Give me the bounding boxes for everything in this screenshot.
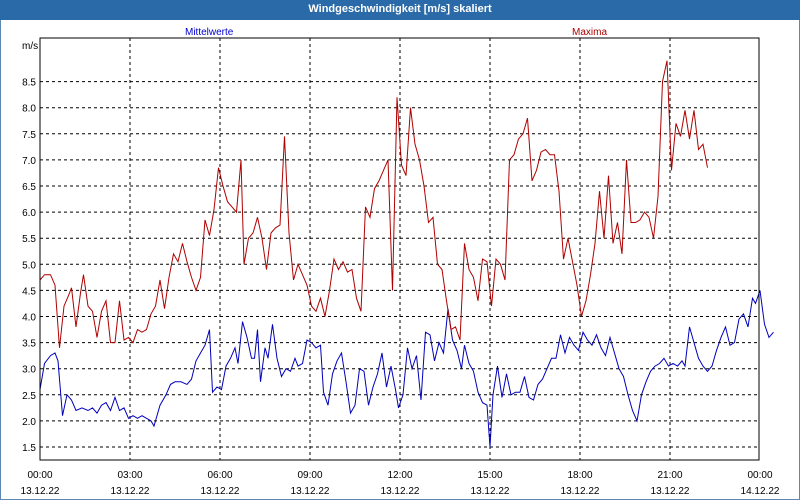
x-tick-time: 03:00 (117, 470, 142, 481)
x-tick-date: 13.12.22 (21, 486, 60, 497)
x-tick-date: 13.12.22 (561, 486, 600, 497)
x-tick-time: 09:00 (297, 470, 322, 481)
x-tick-date: 13.12.22 (651, 486, 690, 497)
series-line-mittelwerte (39, 290, 774, 448)
y-tick-label: 5.5 (22, 234, 36, 245)
x-tick-date: 13.12.22 (381, 486, 420, 497)
x-tick-date: 14.12.22 (741, 486, 780, 497)
y-tick-label: 6.0 (22, 208, 36, 219)
x-tick-time: 00:00 (747, 470, 772, 481)
y-tick-label: 1.5 (22, 443, 36, 454)
x-tick-date: 13.12.22 (471, 486, 510, 497)
x-tick-time: 18:00 (567, 470, 592, 481)
x-tick-time: 15:00 (477, 470, 502, 481)
series-line-maxima (39, 60, 708, 348)
y-tick-label: 8.5 (22, 78, 36, 89)
y-axis-unit: m/s (22, 41, 38, 52)
y-tick-label: 6.5 (22, 182, 36, 193)
x-tick-time: 00:00 (27, 470, 52, 481)
y-tick-label: 2.0 (22, 417, 36, 428)
legend-maxima: Maxima (572, 27, 607, 38)
y-tick-label: 5.0 (22, 260, 36, 271)
y-tick-label: 7.0 (22, 156, 36, 167)
x-tick-date: 13.12.22 (201, 486, 240, 497)
y-tick-label: 7.5 (22, 130, 36, 141)
y-tick-label: 8.0 (22, 104, 36, 115)
x-tick-time: 12:00 (387, 470, 412, 481)
y-tick-label: 4.5 (22, 286, 36, 297)
x-tick-time: 21:00 (657, 470, 682, 481)
chart-title: Windgeschwindigkeit [m/s] skaliert (0, 0, 800, 20)
y-tick-label: 3.5 (22, 339, 36, 350)
y-tick-label: 4.0 (22, 313, 36, 324)
plot-border (39, 37, 760, 461)
legend-mittelwerte: Mittelwerte (185, 27, 234, 38)
x-tick-date: 13.12.22 (291, 486, 330, 497)
y-tick-label: 3.0 (22, 365, 36, 376)
y-tick-label: 2.5 (22, 391, 36, 402)
x-tick-date: 13.12.22 (111, 486, 150, 497)
x-tick-time: 06:00 (207, 470, 232, 481)
